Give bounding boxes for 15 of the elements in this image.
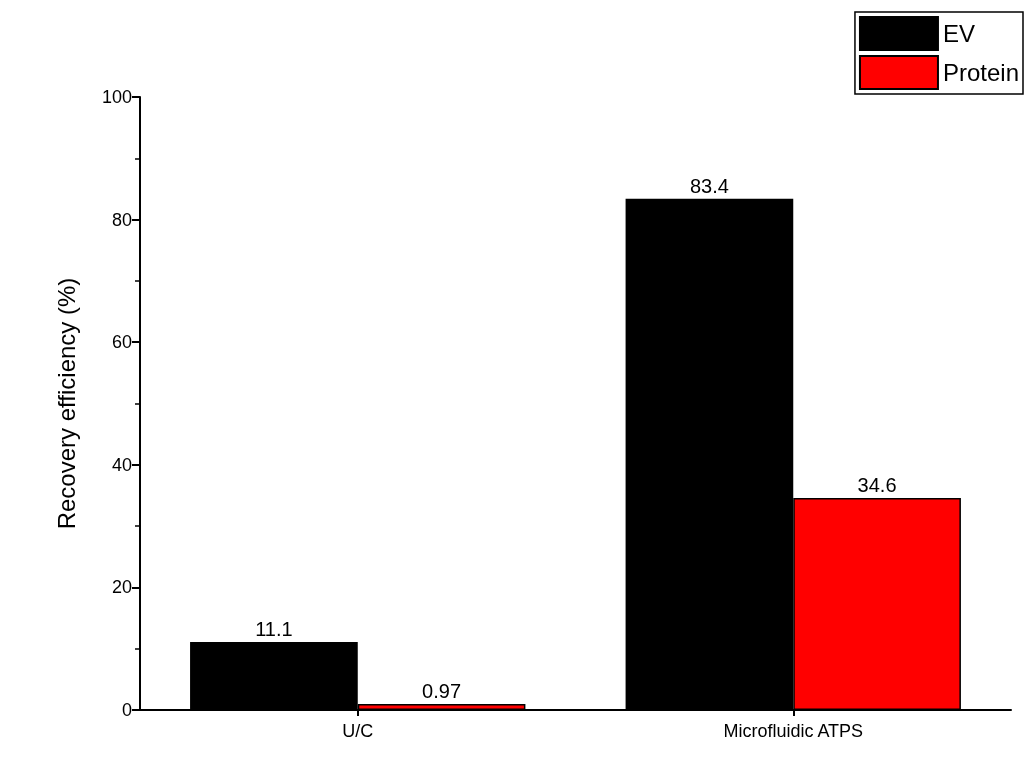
data-label: 11.1 bbox=[255, 617, 293, 640]
y-axis-title: Recovery efficiency (%) bbox=[52, 277, 80, 530]
x-tick-label: Microfluidic ATPS bbox=[723, 721, 864, 741]
y-tick-label: 40 bbox=[111, 454, 132, 475]
legend-label: Protein bbox=[942, 59, 1019, 86]
y-tick-label: 60 bbox=[111, 332, 132, 353]
data-label: 83.4 bbox=[689, 174, 729, 197]
y-tick-label: 80 bbox=[111, 209, 132, 230]
y-tick-label: 0 bbox=[121, 700, 132, 720]
data-label: 0.97 bbox=[422, 680, 462, 703]
legend-label: EV bbox=[942, 20, 975, 47]
y-tick-label: 100 bbox=[101, 87, 132, 107]
data-label: 34.6 bbox=[857, 473, 897, 496]
y-tick-label: 20 bbox=[111, 577, 132, 598]
x-tick-label: U/C bbox=[342, 721, 374, 741]
